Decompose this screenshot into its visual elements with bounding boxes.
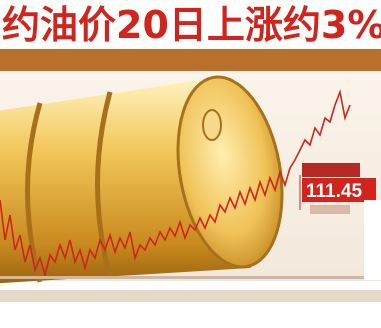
- side-note: [364, 200, 381, 280]
- callout: 111.45: [299, 163, 376, 214]
- barrel: [0, 75, 284, 284]
- callout-value: 111.45: [306, 181, 362, 202]
- x-axis: [0, 276, 381, 279]
- title: 约油价20日上涨约3%: [2, 3, 381, 47]
- x-axis-strip: [0, 290, 381, 302]
- price-line: [0, 89, 351, 279]
- subtitle-strip: [0, 49, 381, 71]
